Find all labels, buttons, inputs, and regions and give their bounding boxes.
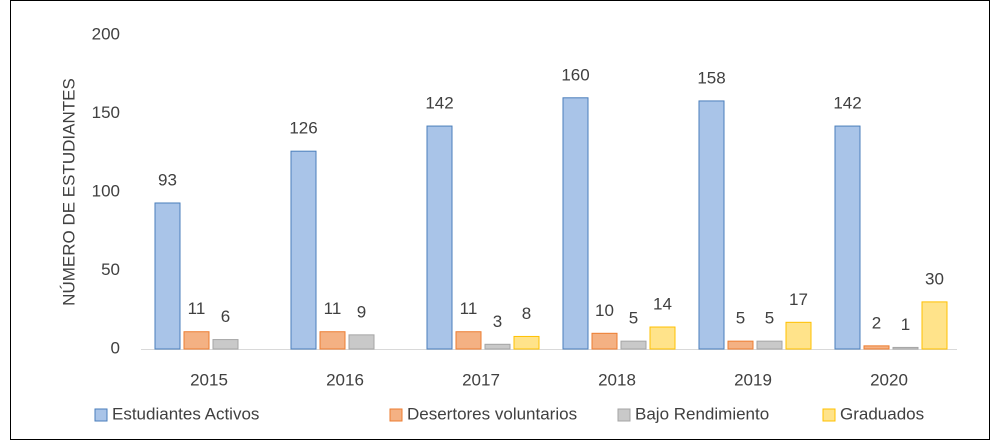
bar [290,150,317,350]
bar [921,301,948,350]
data-label: 142 [425,94,453,113]
data-label: 11 [324,299,342,318]
data-label: 126 [289,119,317,138]
data-label: 93 [158,170,177,189]
data-label: 2 [872,313,881,332]
bar [455,331,482,350]
x-tick-label: 2015 [190,370,228,389]
data-label: 6 [221,307,230,326]
bar [426,125,453,350]
data-label: 1 [901,315,910,334]
bar [513,335,540,350]
data-label: 142 [833,94,861,113]
y-axis-title: NÚMERO DE ESTUDIANTES [59,78,78,306]
data-label: 14 [653,295,672,314]
bar [183,331,210,350]
data-label: 3 [493,312,502,331]
x-tick-label: 2019 [734,370,772,389]
data-label: 9 [357,302,366,321]
bar [727,340,754,350]
data-label: 10 [595,301,614,320]
bar [620,340,647,350]
data-label: 17 [789,290,808,309]
y-tick-label: 0 [111,338,120,357]
data-label: 8 [522,304,531,323]
y-tick-label: 200 [92,24,120,43]
bar [154,202,181,350]
legend-label: Graduados [840,404,924,423]
x-tick-label: 2018 [598,370,636,389]
bar [562,97,589,350]
bar [863,345,890,350]
bar [756,340,783,350]
bar [834,125,861,350]
bar [348,334,375,350]
legend-swatch [617,408,631,422]
data-label: 5 [629,309,638,328]
data-label: 11 [460,299,478,318]
y-tick-label: 150 [92,103,120,122]
legend-label: Bajo Rendimiento [635,404,769,423]
bar [212,339,239,350]
data-label: 11 [188,299,206,318]
data-label: 158 [697,68,725,87]
data-label: 160 [561,65,589,84]
x-tick-label: 2020 [870,370,908,389]
y-tick-label: 100 [92,181,120,200]
y-tick-label: 50 [101,260,120,279]
bar [591,332,618,350]
bar [892,346,919,350]
data-label: 5 [765,309,774,328]
bar [319,331,346,350]
bar [698,100,725,350]
bar [484,343,511,350]
data-label: 5 [736,309,745,328]
x-tick-label: 2017 [462,370,500,389]
bar [649,326,676,350]
data-label: 30 [925,269,944,288]
legend-swatch [389,408,403,422]
legend-swatch [822,408,836,422]
x-tick-label: 2016 [326,370,364,389]
legend-swatch [94,408,108,422]
legend-label: Estudiantes Activos [112,404,259,423]
bar [785,321,812,350]
legend-label: Desertores voluntarios [407,404,577,423]
